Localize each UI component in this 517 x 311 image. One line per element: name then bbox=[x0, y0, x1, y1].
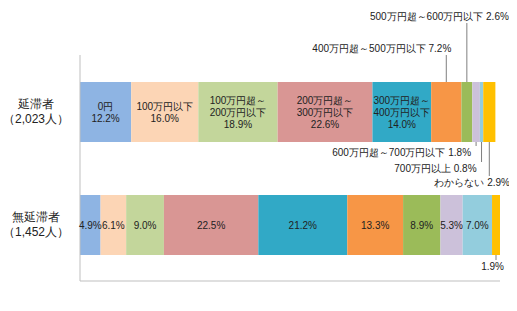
svg-text:0円12.2%: 0円12.2% bbox=[91, 101, 119, 124]
svg-text:700万円以上 0.8%: 700万円以上 0.8% bbox=[394, 163, 476, 174]
svg-text:500万円超～600万円以下 2.6%: 500万円超～600万円以下 2.6% bbox=[370, 11, 509, 22]
svg-text:21.2%: 21.2% bbox=[289, 220, 317, 231]
svg-text:わからない 2.9%: わからない 2.9% bbox=[434, 177, 509, 188]
svg-text:1.9%: 1.9% bbox=[481, 261, 504, 272]
svg-text:無延滞者（1,452人）: 無延滞者（1,452人） bbox=[8, 210, 69, 239]
svg-text:400万円超～500万円以下 7.2%: 400万円超～500万円以下 7.2% bbox=[312, 43, 451, 54]
svg-text:4.9%: 4.9% bbox=[79, 220, 102, 231]
svg-text:600万円超～700万円以下 1.8%: 600万円超～700万円以下 1.8% bbox=[332, 147, 471, 158]
svg-text:200万円超～300万円以下22.6%: 200万円超～300万円以下22.6% bbox=[297, 95, 354, 130]
svg-text:延滞者（2,023人）: 延滞者（2,023人） bbox=[8, 97, 69, 126]
svg-text:6.1%: 6.1% bbox=[102, 220, 125, 231]
svg-text:7.0%: 7.0% bbox=[466, 220, 489, 231]
svg-text:300万円超～400万円以下14.0%: 300万円超～400万円以下14.0% bbox=[373, 95, 430, 130]
svg-text:100万円以下16.0%: 100万円以下16.0% bbox=[136, 101, 193, 124]
svg-text:13.3%: 13.3% bbox=[361, 220, 389, 231]
svg-text:9.0%: 9.0% bbox=[134, 220, 157, 231]
svg-text:5.3%: 5.3% bbox=[440, 220, 463, 231]
svg-text:100万円超～200万円以下18.9%: 100万円超～200万円以下18.9% bbox=[210, 95, 267, 130]
svg-text:22.5%: 22.5% bbox=[197, 220, 225, 231]
svg-text:8.9%: 8.9% bbox=[410, 220, 433, 231]
